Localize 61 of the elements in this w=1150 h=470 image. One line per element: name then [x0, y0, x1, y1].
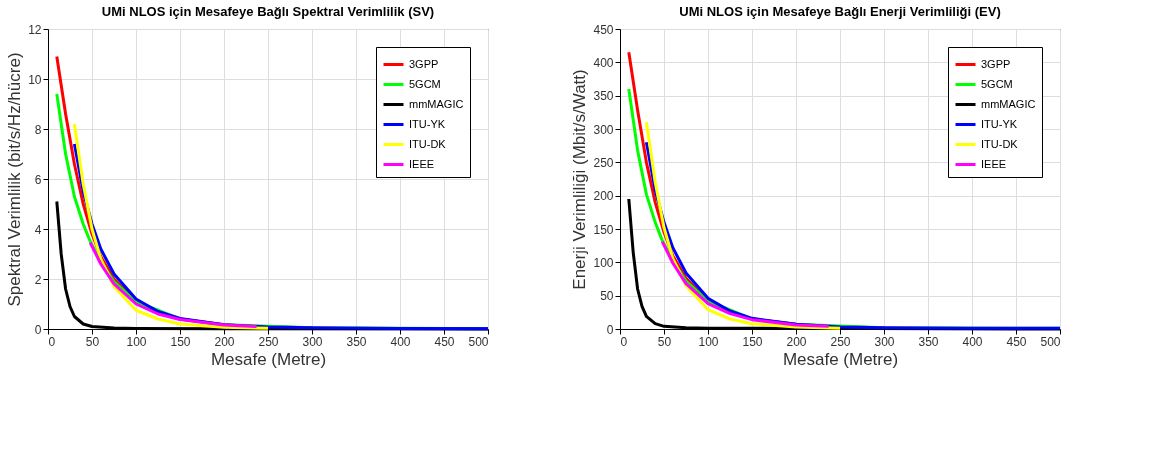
y-axis-title: Enerji Verimliliği (Mbit/s/Watt)	[570, 69, 590, 290]
x-tick-label: 50	[85, 334, 100, 349]
x-tick-label: 150	[742, 334, 763, 349]
y-tick-label: 10	[28, 72, 42, 87]
x-tick-label: 200	[786, 334, 807, 349]
line-series	[72, 122, 270, 330]
x-tick-label: 350	[918, 334, 939, 349]
x-axis-title: Mesafe (Metre)	[782, 349, 899, 369]
legend-label: 3GPP	[981, 57, 1011, 70]
x-tick-label: 50	[657, 334, 672, 349]
x-tick-label: 300	[874, 334, 895, 349]
chart-title: UMi NLOS için Mesafeye Bağlı Enerji Verimliliği (EV)	[679, 4, 1001, 19]
y-tick-label: 150	[593, 222, 614, 237]
y-tick-label: 8	[34, 122, 42, 137]
x-tick-label: 200	[214, 334, 235, 349]
y-tick-label: 0	[34, 322, 42, 337]
y-axis-title: Spektral Verimlilik (bit/s/Hz/hücre)	[5, 52, 25, 307]
x-tick-label: 100	[126, 334, 147, 349]
y-tick-label: 6	[34, 172, 42, 187]
legend-label: ITU-YK	[981, 117, 1018, 130]
y-tick-label: 350	[593, 89, 614, 104]
x-tick-label: 450	[1006, 334, 1027, 349]
legend-label: IEEE	[981, 157, 1007, 170]
x-tick-label: 450	[434, 334, 455, 349]
x-tick-label: 300	[302, 334, 323, 349]
x-tick-label: 400	[962, 334, 983, 349]
y-tick-label: 200	[593, 189, 614, 204]
y-tick-label: 400	[593, 55, 614, 70]
x-tick-label: 150	[170, 334, 191, 349]
legend-label: ITU-DK	[409, 137, 447, 150]
x-tick-label: 100	[698, 334, 719, 349]
line-series	[660, 240, 831, 328]
y-tick-label: 12	[28, 22, 42, 37]
y-tick-label: 50	[600, 289, 614, 304]
x-tick-label: 500	[468, 334, 489, 349]
legend-label: mmMAGIC	[409, 97, 464, 110]
x-tick-label: 400	[390, 334, 411, 349]
legend-label: ITU-YK	[409, 117, 446, 130]
x-tick-label: 350	[346, 334, 367, 349]
legend-label: 5GCM	[981, 77, 1013, 90]
legend-label: 5GCM	[409, 77, 441, 90]
y-tick-label: 100	[593, 255, 614, 270]
y-tick-label: 0	[606, 322, 614, 337]
y-tick-label: 300	[593, 122, 614, 137]
x-tick-label: 500	[1040, 334, 1061, 349]
y-tick-label: 4	[34, 222, 42, 237]
legend-label: IEEE	[409, 157, 435, 170]
y-tick-label: 2	[34, 272, 42, 287]
x-axis-title: Mesafe (Metre)	[210, 349, 327, 369]
x-tick-label: 0	[620, 334, 628, 349]
x-tick-label: 250	[258, 334, 279, 349]
chart-title: UMi NLOS için Mesafeye Bağlı Spektral Verimlilik (SV)	[101, 4, 435, 19]
x-tick-label: 250	[830, 334, 851, 349]
y-tick-label: 250	[593, 155, 614, 170]
legend-label: ITU-DK	[981, 137, 1019, 150]
x-tick-label: 0	[48, 334, 56, 349]
y-tick-label: 450	[593, 22, 614, 37]
line-series	[88, 241, 259, 328]
legend-label: mmMAGIC	[981, 97, 1036, 110]
legend-label: 3GPP	[409, 57, 439, 70]
line-series	[644, 120, 842, 330]
